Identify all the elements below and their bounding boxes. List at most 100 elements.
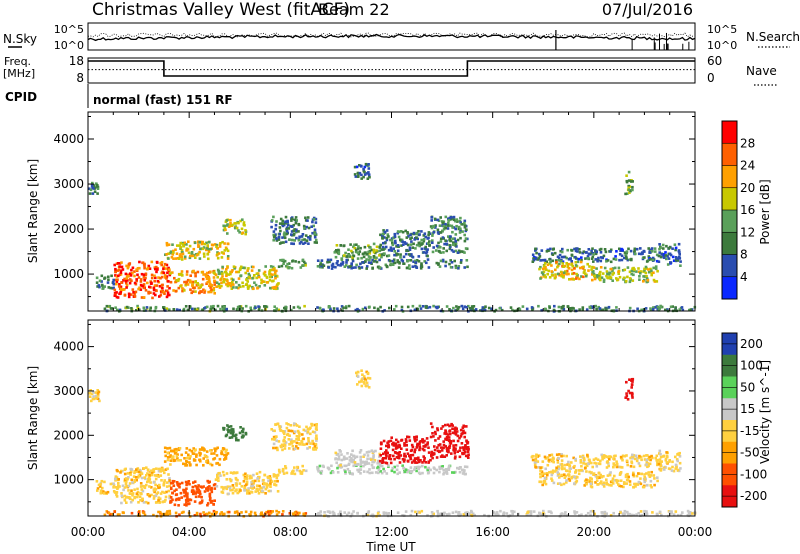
data-cell [95,396,98,400]
data-cell [450,261,454,264]
data-cell [448,444,452,448]
data-cell [420,265,424,268]
data-cell [366,371,370,375]
data-cell [139,485,143,488]
data-cell [454,219,457,223]
data-cell [671,465,674,469]
data-cell [316,259,320,262]
data-cell [139,491,142,495]
data-cell [164,512,167,516]
data-cell [382,512,386,516]
data-cell [369,256,372,259]
data-cell [365,258,368,261]
data-cell [119,471,122,474]
data-cell [255,487,258,491]
data-cell [194,256,197,259]
data-cell [229,429,232,432]
data-cell [296,305,300,309]
data-cell [394,304,398,308]
data-cell [270,225,273,229]
data-cell [285,426,289,430]
data-cell [438,465,441,469]
data-cell [534,460,538,464]
data-cell [385,229,389,232]
data-cell [114,477,117,481]
data-cell [614,463,618,467]
data-cell [356,251,360,254]
data-cell [455,430,459,433]
data-cell [456,450,459,453]
data-cell [89,389,92,392]
data-cell [392,258,396,261]
data-cell [198,291,201,295]
data-cell [465,439,468,442]
data-cell [268,475,272,478]
data-cell [199,247,202,251]
data-cell [237,438,240,442]
data-cell [651,250,654,253]
data-cell [607,464,610,468]
data-cell [644,265,648,269]
data-cell [463,435,466,439]
data-cell [186,481,190,485]
data-cell [214,449,217,453]
power-scatter [88,162,697,313]
data-cell [610,484,613,487]
data-cell [250,482,254,486]
data-cell [553,304,556,308]
time-tick-label: 00:00 [71,525,106,539]
data-cell [634,457,637,461]
data-cell [278,232,281,236]
noise-panel-frame [87,22,696,51]
data-cell [237,513,241,516]
data-cell [331,262,335,266]
data-cell [142,286,146,290]
data-cell [674,463,678,467]
data-cell [137,287,140,291]
noise-search-line [87,32,696,38]
data-cell [175,447,178,451]
data-cell [306,447,309,450]
data-cell [421,464,424,468]
data-cell [418,244,422,248]
data-cell [385,236,389,240]
data-cell [286,223,290,227]
data-cell [207,277,211,281]
data-cell [438,513,442,516]
data-cell [336,260,339,263]
data-cell [343,455,346,459]
data-cell [573,464,576,468]
data-cell [678,451,681,455]
data-cell [192,286,196,290]
data-cell [658,243,661,246]
data-cell [185,504,188,507]
data-cell [444,226,447,230]
data-cell [200,242,204,246]
data-cell [209,286,212,289]
data-cell [539,259,542,262]
data-cell [134,290,138,294]
data-cell [534,459,538,462]
data-cell [129,497,132,501]
data-cell [644,271,648,275]
data-cell [387,248,391,252]
data-cell [125,281,128,285]
data-cell [205,277,209,281]
data-cell [336,263,340,267]
data-cell [599,480,603,483]
data-cell [562,274,565,277]
data-cell [152,497,156,500]
data-cell [298,469,302,473]
data-cell [282,241,285,244]
data-cell [573,482,576,485]
data-cell [110,274,113,278]
data-cell [676,259,680,262]
data-cell [371,460,374,464]
data-cell [231,484,235,487]
data-cell [400,308,404,312]
data-cell [605,258,608,261]
data-cell [183,289,186,292]
data-cell [542,509,545,513]
data-cell [635,247,639,251]
data-cell [645,277,649,280]
